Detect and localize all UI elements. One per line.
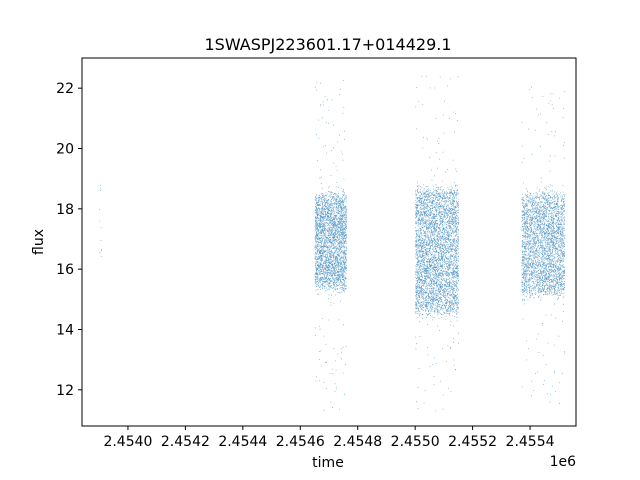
- x-tick-label: 2.4554: [506, 434, 555, 450]
- scatter-points: [99, 76, 566, 412]
- x-tick-label: 2.4552: [448, 434, 497, 450]
- x-tick-label: 2.4548: [333, 434, 382, 450]
- y-tick-label: 12: [56, 383, 74, 399]
- y-axis: 12 14 16 18 20 22: [56, 81, 82, 399]
- x-tick-label: 2.4540: [103, 434, 152, 450]
- x-tick-label: 2.4546: [276, 434, 325, 450]
- x-axis-label: time: [312, 455, 344, 471]
- data-points: [99, 76, 566, 412]
- y-tick-label: 14: [56, 322, 74, 338]
- x-offset-label: 1e6: [550, 454, 577, 470]
- y-tick-label: 22: [56, 81, 74, 97]
- x-tick-label: 2.4544: [218, 434, 267, 450]
- x-axis: 2.4540 2.4542 2.4544 2.4546 2.4548 2.4550 2.45…: [103, 426, 555, 450]
- x-tick-label: 2.4542: [161, 434, 210, 450]
- x-tick-label: 2.4550: [391, 434, 440, 450]
- y-tick-label: 20: [56, 141, 74, 157]
- chart-title: 1SWASPJ223601.17+014429.1: [204, 35, 451, 54]
- plot-frame: [81, 57, 577, 427]
- y-tick-label: 16: [56, 262, 74, 278]
- y-tick-label: 18: [56, 202, 74, 218]
- y-axis-label: flux: [31, 229, 47, 255]
